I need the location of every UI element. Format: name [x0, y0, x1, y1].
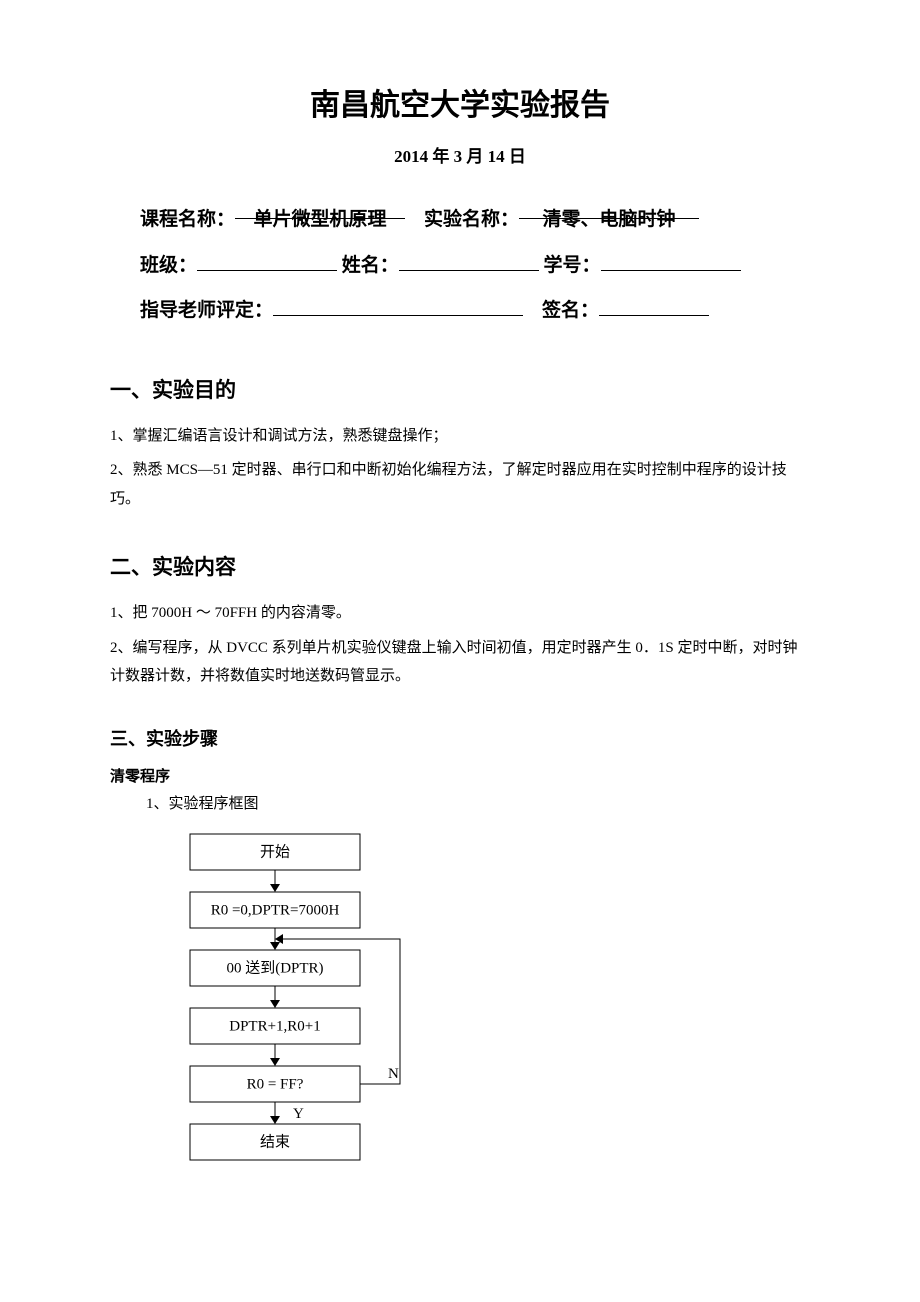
id-blank — [601, 249, 741, 271]
exp-value: 清零、电脑时钟 — [519, 197, 699, 219]
svg-text:DPTR+1,R0+1: DPTR+1,R0+1 — [229, 1019, 321, 1035]
exp-label: 实验名称： — [424, 209, 519, 230]
report-date: 2014 年 3 月 14 日 — [110, 142, 810, 167]
rating-blank — [273, 294, 523, 316]
svg-text:Y: Y — [293, 1106, 304, 1122]
section-2-heading: 二、实验内容 — [110, 551, 810, 581]
rating-label: 指导老师评定： — [140, 300, 273, 321]
course-label: 课程名称： — [140, 209, 235, 230]
svg-text:00 送到(DPTR): 00 送到(DPTR) — [226, 960, 323, 977]
sign-label: 签名： — [542, 300, 599, 321]
section-1-heading: 一、实验目的 — [110, 374, 810, 404]
id-label: 学号： — [544, 255, 601, 276]
section-3-step1: 1、实验程序框图 — [110, 790, 810, 819]
section-3-heading: 三、实验步骤 — [110, 725, 810, 751]
report-title: 南昌航空大学实验报告 — [110, 80, 810, 124]
svg-text:N: N — [388, 1066, 399, 1082]
name-blank — [399, 249, 539, 271]
name-label: 姓名： — [342, 255, 399, 276]
class-blank — [197, 249, 337, 271]
section-1-p1: 1、掌握汇编语言设计和调试方法，熟悉键盘操作； — [110, 422, 810, 451]
svg-text:R0 = FF?: R0 = FF? — [247, 1077, 304, 1093]
info-block: 课程名称：单片微型机原理 实验名称：清零、电脑时钟 班级： 姓名： 学号： 指导… — [110, 197, 810, 334]
svg-text:开始: 开始 — [260, 844, 290, 861]
class-label: 班级： — [140, 255, 197, 276]
section-1-p2: 2、熟悉 MCS—51 定时器、串行口和中断初始化编程方法，了解定时器应用在实时… — [110, 456, 810, 513]
section-3-sub: 清零程序 — [110, 765, 810, 786]
svg-text:R0 =0,DPTR=7000H: R0 =0,DPTR=7000H — [211, 903, 340, 919]
sign-blank — [599, 294, 709, 316]
flowchart: 开始 R0 =0,DPTR=7000H 00 送到(DPTR) DPTR+1,R0+1… — [110, 824, 810, 1170]
svg-text:结束: 结束 — [260, 1134, 290, 1151]
section-2-p2: 2、编写程序，从 DVCC 系列单片机实验仪键盘上输入时间初值，用定时器产生 0… — [110, 634, 810, 691]
section-2-p1: 1、把 7000H ～ 70FFH 的内容清零。 — [110, 599, 810, 628]
course-value: 单片微型机原理 — [235, 197, 405, 219]
